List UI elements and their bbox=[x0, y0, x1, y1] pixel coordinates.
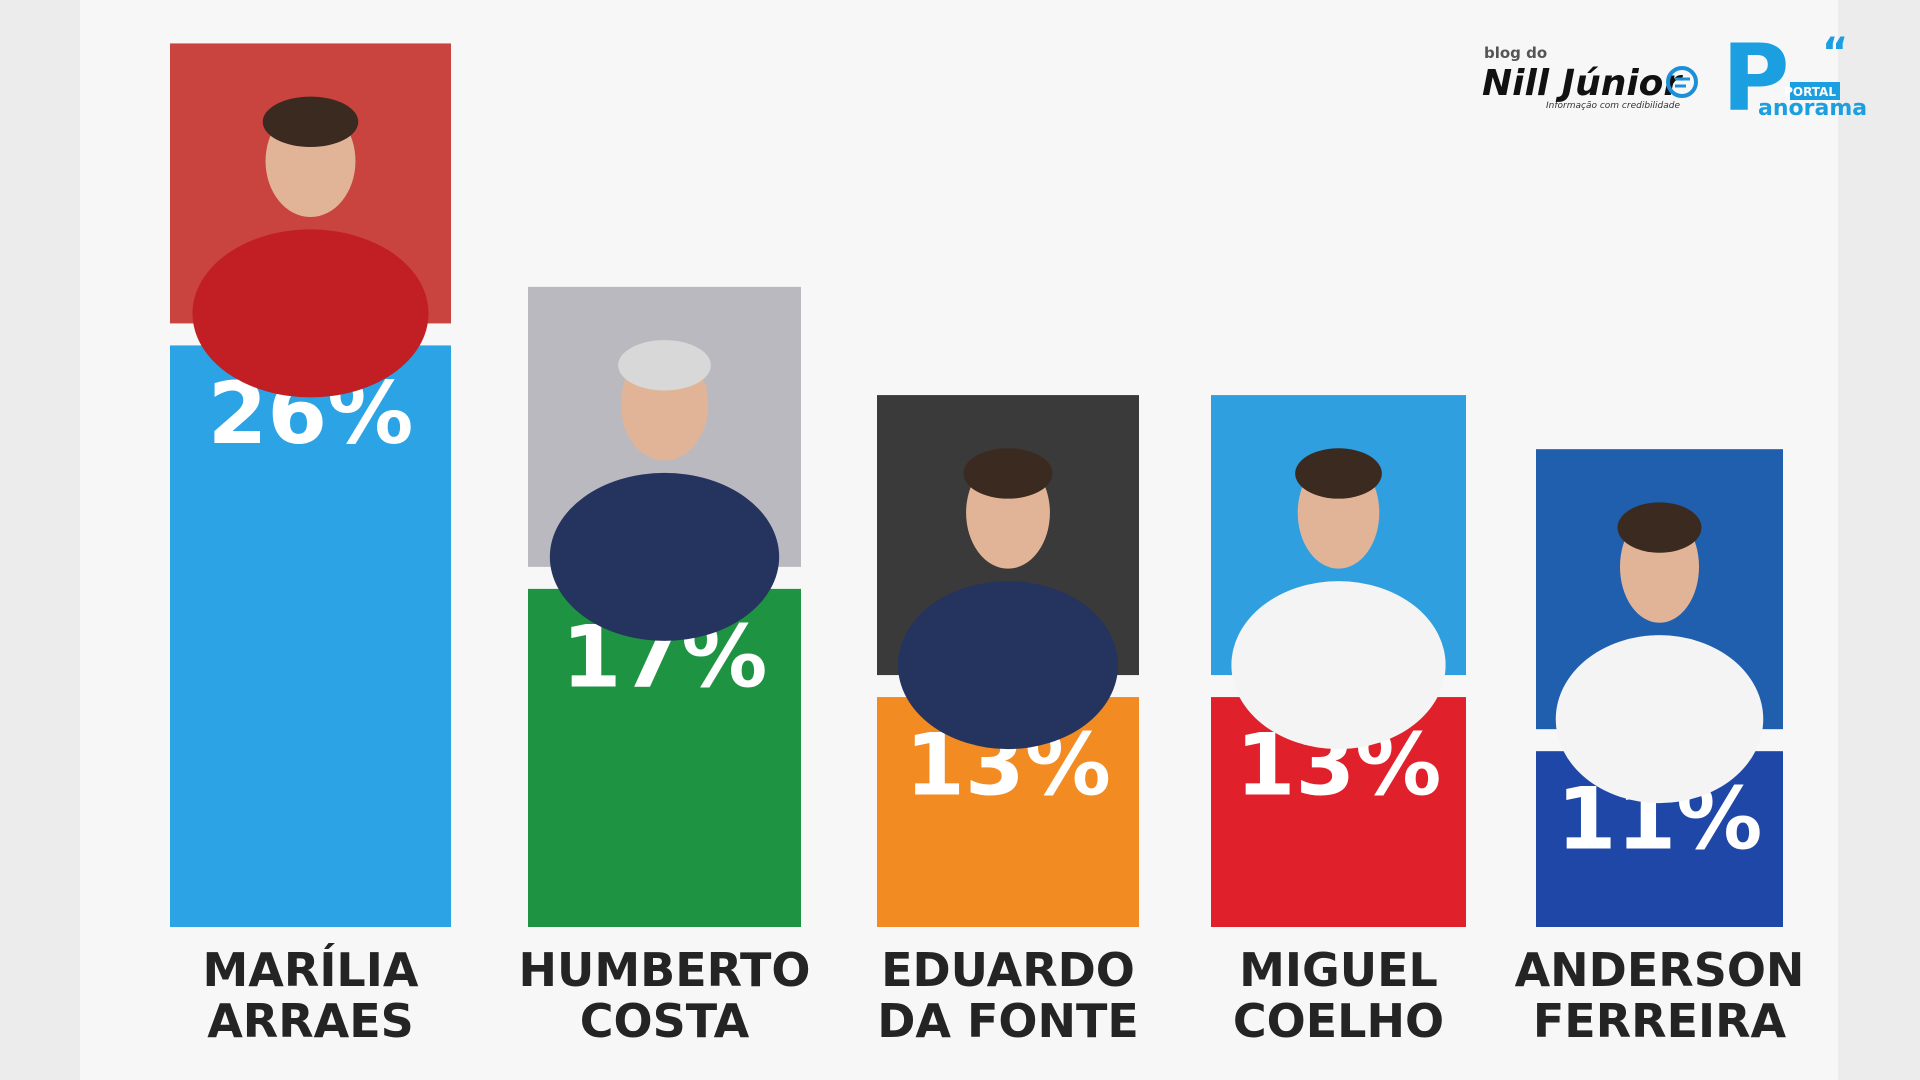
blog-tagline: Informação com credibilidade bbox=[1546, 101, 1680, 111]
portal-initial: P bbox=[1722, 25, 1789, 132]
category-label: MIGUEL COELHO bbox=[1232, 943, 1445, 1048]
candidate-photo bbox=[1536, 449, 1783, 804]
blog-logo: blog do Nill Júnior Informação com credi… bbox=[1482, 44, 1698, 111]
category-label: MARÍLIA ARRAES bbox=[202, 943, 419, 1048]
portal-name: anorama bbox=[1758, 96, 1867, 121]
photo-body bbox=[1231, 581, 1446, 750]
category-label: HUMBERTO COSTA bbox=[518, 943, 811, 1048]
photo-body bbox=[1555, 635, 1764, 804]
category-label: ANDERSON FERREIRA bbox=[1514, 943, 1805, 1048]
photo-body bbox=[192, 229, 429, 398]
photo-hair bbox=[1295, 448, 1382, 499]
photo-hair bbox=[262, 96, 359, 148]
candidate-photo bbox=[528, 286, 801, 641]
blog-icon bbox=[1666, 66, 1698, 98]
photo-hair bbox=[1617, 502, 1702, 553]
blog-name: Nill Júnior bbox=[1482, 63, 1683, 104]
portal-logo: P “ PORTAL anorama bbox=[1722, 25, 1867, 132]
bar bbox=[528, 588, 801, 927]
photo-body bbox=[549, 472, 780, 641]
bar bbox=[170, 345, 451, 927]
photo-hair bbox=[618, 340, 711, 391]
portal-quote: “ bbox=[1822, 30, 1848, 76]
portal-label-bg bbox=[1790, 82, 1840, 100]
candidate-photo bbox=[877, 395, 1139, 750]
category-label: EDUARDO DA FONTE bbox=[877, 943, 1139, 1048]
candidate-photo bbox=[1211, 395, 1466, 750]
blog-prefix: blog do bbox=[1484, 44, 1547, 62]
portal-label: PORTAL bbox=[1784, 85, 1836, 99]
photo-hair bbox=[963, 448, 1053, 499]
candidate-photo bbox=[170, 43, 451, 398]
photo-body bbox=[897, 581, 1119, 750]
